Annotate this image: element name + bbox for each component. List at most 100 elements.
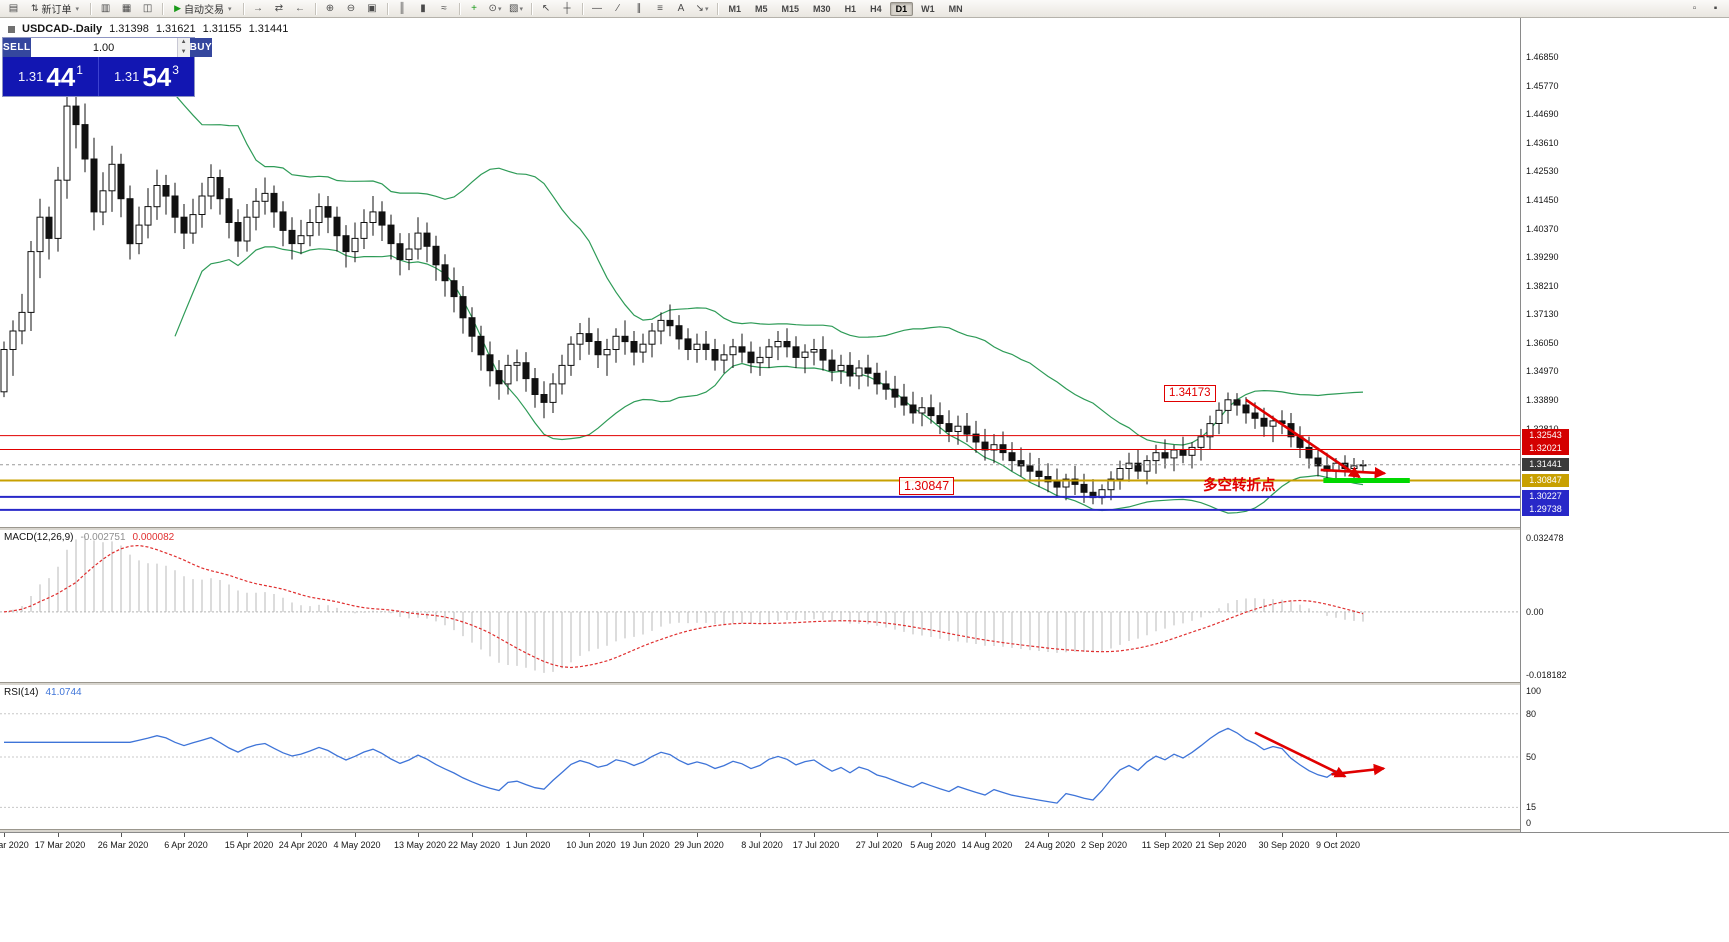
price-tag: 1.31441 [1522, 457, 1569, 471]
new-chart-icon[interactable]: ▤ [8, 3, 19, 14]
time-axis-tick [1048, 833, 1049, 837]
chart-type-bullet-icon [8, 25, 15, 33]
timeframe-w1[interactable]: W1 [921, 3, 935, 14]
price-scale-label: 1.43610 [1526, 137, 1559, 148]
buy-price-button[interactable]: 1.31 54 3 [99, 57, 194, 96]
timeframe-m15[interactable]: M15 [781, 3, 800, 14]
channel-tool-icon[interactable]: ∥ [636, 3, 642, 14]
price-scale-label: 1.41450 [1526, 195, 1559, 205]
profiles-icon[interactable]: ▥ [100, 3, 111, 14]
time-axis-tick [301, 833, 302, 837]
volume-up-icon[interactable]: ▲ [177, 38, 190, 48]
panel-splitter[interactable] [0, 527, 1729, 530]
time-axis-tick [247, 833, 248, 837]
trendline-tool-icon[interactable]: ∕ [617, 3, 619, 14]
rsi-panel[interactable]: RSI(14) 41.0744 [0, 685, 1520, 829]
price-scale-label: 1.37130 [1526, 309, 1559, 320]
templates-icon[interactable]: ▧ ▾ [509, 3, 523, 14]
timeframe-m5[interactable]: M5 [755, 3, 768, 14]
price-scale-label: 1.34970 [1526, 366, 1559, 377]
time-axis-label: 13 May 2020 [393, 840, 447, 850]
time-axis-tick [1165, 833, 1166, 837]
arrows-tool-icon[interactable]: ↘ ▾ [695, 3, 709, 14]
timeframe-h1[interactable]: H1 [844, 3, 857, 14]
time-axis-tick [1219, 833, 1220, 837]
rsi-scale-label: 80 [1526, 708, 1537, 719]
price-scale[interactable]: 1.46850 1.45770 1.44690 1.43610 1.42530 1.414… [1520, 18, 1729, 832]
toolbar: ▤ ⇅ 新订单 ▾ ▥ ▦ ◫ ▶ 自动交易 ▾ → ⇄ ← ⊕ ⊖ ▣ ║ ▮ ≈ + ⊙ ▾ ▧ ▾ ↖ ┼ — ∕ ∥ ≡ A ↘ ▾ M1… [0, 0, 1729, 18]
time-axis-label: 11 Sep 2020 [1141, 840, 1193, 850]
volume-stepper[interactable]: ▲ ▼ [30, 38, 190, 57]
annotation-turning-point: 多空转折点 [1203, 478, 1276, 494]
time-axis-label: 29 Jun 2020 [674, 840, 724, 850]
rsi-scale-label: 100 [1526, 686, 1542, 696]
text-tool-icon[interactable]: A [677, 3, 685, 14]
time-axis-tick [643, 833, 644, 837]
rsi-name: RSI(14) [4, 687, 39, 698]
time-axis-tick [1282, 833, 1283, 837]
timeframe-m1[interactable]: M1 [728, 3, 742, 14]
timeframe-d1[interactable]: D1 [889, 1, 914, 16]
timeframe-h4[interactable]: H4 [870, 3, 882, 14]
macd-panel[interactable]: MACD(12,26,9) -0.002751 0.000082 [0, 530, 1520, 682]
rsi-chart [0, 713, 1520, 808]
symbol-quote-line: USDCAD-.Daily 1.31398 1.31621 1.31155 1.… [8, 23, 288, 35]
annotation-high-price: 1.34173 [1164, 385, 1216, 402]
crosshair-icon[interactable]: ┼ [563, 3, 571, 14]
main-chart-plot[interactable]: USDCAD-.Daily 1.31398 1.31621 1.31155 1.… [0, 18, 1520, 527]
volume-down-icon[interactable]: ▼ [177, 47, 190, 57]
time-axis-label: 17 Jul 2020 [792, 840, 840, 850]
buy-price-pip: 3 [172, 62, 179, 77]
add-indicator-icon[interactable]: + [471, 3, 477, 14]
toolbar-separator [530, 2, 532, 15]
volume-input[interactable] [30, 38, 177, 57]
zoom-in-icon[interactable]: ⊕ [325, 3, 335, 14]
time-axis-tick [184, 833, 185, 837]
price-scale-label: 1.39290 [1526, 252, 1559, 263]
timeframe-mn[interactable]: MN [948, 3, 963, 14]
time-axis-label: 5 Aug 2020 [910, 840, 956, 850]
time-axis-tick [931, 833, 932, 837]
panel-splitter[interactable] [0, 829, 1729, 832]
time-axis-label: 21 Sep 2020 [1195, 840, 1247, 850]
fibonacci-tool-icon[interactable]: ≡ [657, 3, 663, 14]
quote-close: 1.31441 [248, 23, 289, 35]
zoom-out-icon[interactable]: ⊖ [346, 3, 356, 14]
auto-scroll-icon[interactable]: ⇄ [274, 3, 284, 14]
rsi-label: RSI(14) 41.0744 [4, 687, 82, 698]
docking-icon[interactable]: ▫ [1692, 3, 1697, 14]
tile-windows-icon[interactable]: ▣ [367, 3, 377, 14]
time-axis-label: 22 May 2020 [447, 840, 501, 850]
navigator-icon[interactable]: ◫ [142, 3, 153, 14]
toolbar-separator [314, 2, 316, 15]
time-axis-label: 14 Aug 2020 [961, 840, 1013, 850]
chart-window[interactable]: USDCAD-.Daily 1.31398 1.31621 1.31155 1.… [0, 18, 1729, 942]
scroll-to-end-icon[interactable]: → [253, 3, 263, 14]
chart-shift-icon[interactable]: ← [295, 3, 305, 14]
bar-chart-mode-icon[interactable]: ║ [398, 3, 406, 14]
macd-chart [0, 536, 1520, 673]
autotrading-button[interactable]: ▶ 自动交易 ▾ [174, 3, 232, 16]
time-axis-label: 9 Mar 2020 [0, 840, 29, 850]
timeframe-m30[interactable]: M30 [813, 3, 831, 14]
sell-price-prefix: 1.31 [18, 69, 44, 84]
toolbar-separator [386, 2, 388, 15]
sell-price-button[interactable]: 1.31 44 1 [3, 57, 98, 96]
candlestick-mode-icon[interactable]: ▮ [420, 3, 426, 14]
cursor-icon[interactable]: ↖ [541, 3, 551, 14]
line-chart-mode-icon[interactable]: ≈ [441, 3, 447, 14]
time-axis-label: 17 Mar 2020 [34, 840, 86, 850]
time-axis-label: 4 May 2020 [333, 840, 381, 850]
hline-tool-icon[interactable]: — [592, 3, 602, 14]
sell-label-button[interactable]: SELL [3, 38, 31, 57]
more-tools-icon[interactable]: ▪ [1713, 3, 1718, 14]
time-axis[interactable]: 9 Mar 2020 17 Mar 2020 26 Mar 2020 6 Apr 20… [0, 832, 1729, 863]
new-order-button[interactable]: ⇅ 新订单 ▾ [31, 3, 80, 16]
quote-low: 1.31155 [202, 23, 242, 35]
periods-icon[interactable]: ⊙ ▾ [488, 3, 502, 14]
sell-price-pip: 1 [76, 62, 83, 77]
market-watch-icon[interactable]: ▦ [121, 3, 132, 14]
time-axis-tick [355, 833, 356, 837]
panel-splitter[interactable] [0, 682, 1729, 685]
buy-label-button[interactable]: BUY [189, 38, 213, 57]
